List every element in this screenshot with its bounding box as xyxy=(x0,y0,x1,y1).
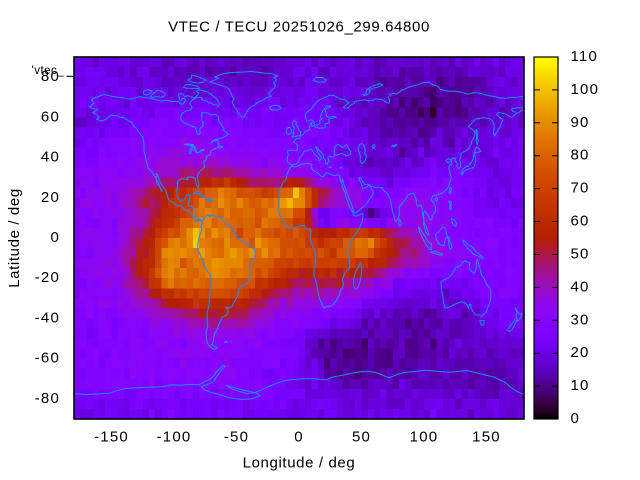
svg-text:20: 20 xyxy=(41,189,60,206)
svg-text:0: 0 xyxy=(50,229,60,246)
svg-text:VTEC / TECU 20251026_299.64800: VTEC / TECU 20251026_299.64800 xyxy=(168,19,430,36)
svg-text:-150: -150 xyxy=(94,429,129,446)
svg-text:100: 100 xyxy=(571,81,600,98)
svg-text:-40: -40 xyxy=(35,309,60,326)
svg-text:10: 10 xyxy=(571,377,590,394)
svg-text:-80: -80 xyxy=(35,390,60,407)
svg-text:80: 80 xyxy=(571,147,590,164)
svg-text:-20: -20 xyxy=(35,269,60,286)
svg-text:Longitude / deg: Longitude / deg xyxy=(243,455,356,472)
svg-text:-100: -100 xyxy=(157,429,192,446)
svg-text:0: 0 xyxy=(571,410,581,427)
svg-text:150: 150 xyxy=(472,429,501,446)
svg-text:100: 100 xyxy=(410,429,439,446)
svg-text:Latitude / deg: Latitude / deg xyxy=(6,188,23,288)
svg-text:0: 0 xyxy=(294,429,304,446)
svg-text:-50: -50 xyxy=(224,429,249,446)
svg-text:50: 50 xyxy=(352,429,371,446)
svg-text:80: 80 xyxy=(41,68,60,85)
svg-text:60: 60 xyxy=(571,213,590,230)
svg-text:'vtec_: 'vtec_ xyxy=(32,65,65,77)
svg-text:50: 50 xyxy=(571,246,590,263)
svg-text:40: 40 xyxy=(41,149,60,166)
svg-text:40: 40 xyxy=(571,278,590,295)
svg-text:90: 90 xyxy=(571,114,590,131)
svg-text:30: 30 xyxy=(571,311,590,328)
svg-text:20: 20 xyxy=(571,344,590,361)
svg-text:110: 110 xyxy=(571,48,599,65)
svg-text:-60: -60 xyxy=(35,350,60,367)
svg-text:60: 60 xyxy=(41,108,60,125)
svg-text:70: 70 xyxy=(571,180,590,197)
